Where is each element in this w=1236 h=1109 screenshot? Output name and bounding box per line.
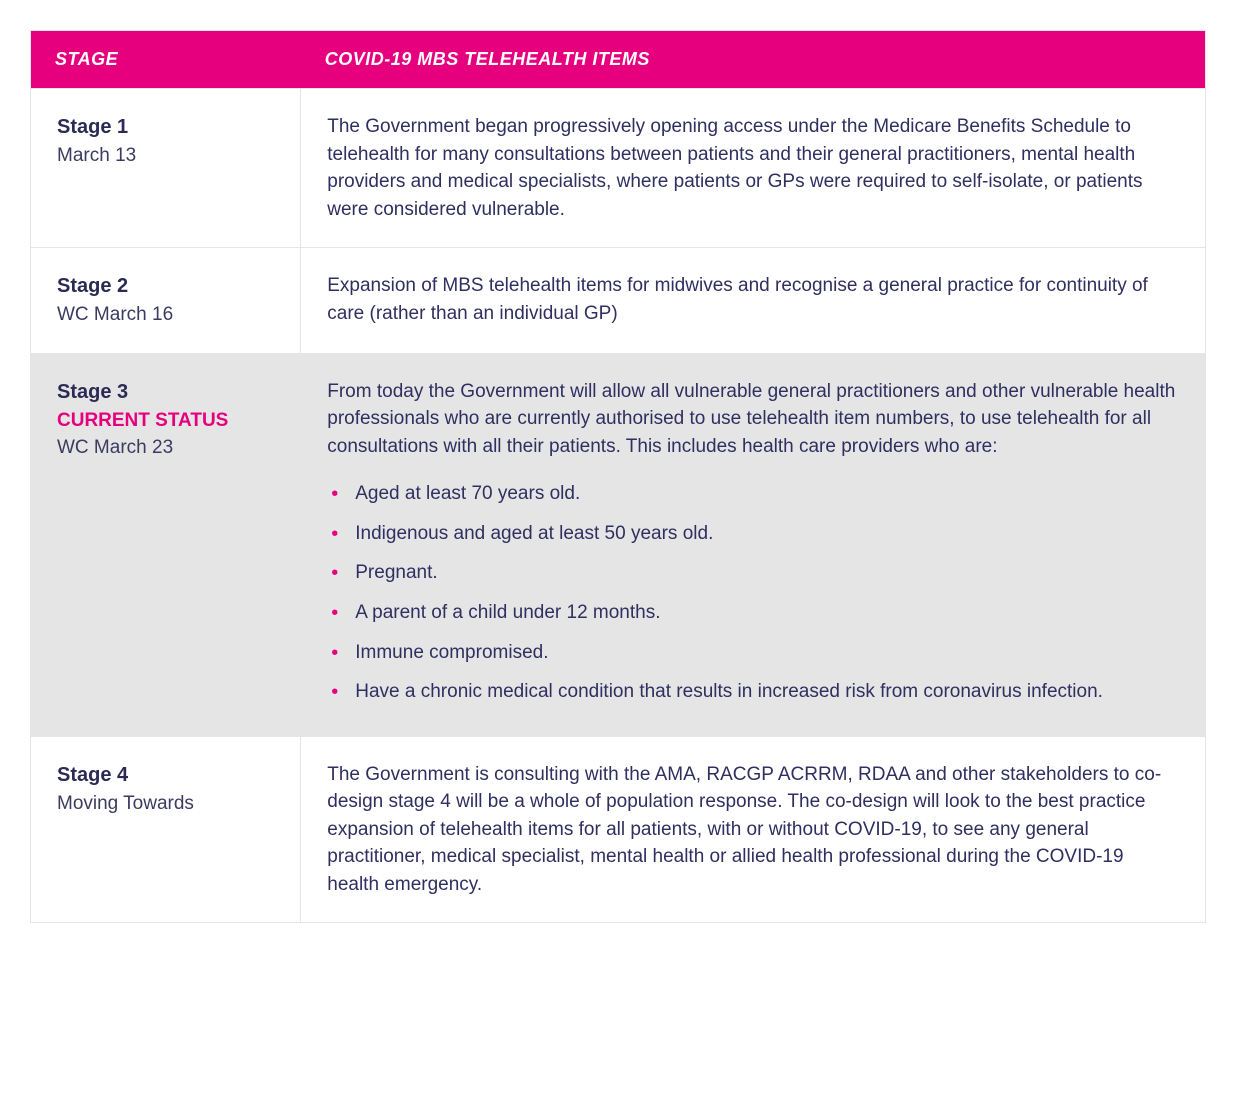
stage-badge: CURRENT STATUS [57,407,274,435]
bullet-list: Aged at least 70 years old.Indigenous an… [327,474,1179,711]
col-header-stage: STAGE [31,31,301,89]
stage-title: Stage 1 [57,113,274,142]
description-cell: From today the Government will allow all… [301,353,1206,736]
table-row: Stage 3CURRENT STATUSWC March 23 From tod… [31,353,1206,736]
bullet-item: A parent of a child under 12 months. [349,593,1179,633]
table-row: Stage 1March 13The Government began prog… [31,89,1206,248]
bullet-item: Aged at least 70 years old. [349,474,1179,514]
stage-cell: Stage 1March 13 [31,89,301,248]
description-cell: The Government began progressively openi… [301,89,1206,248]
table-row: Stage 2WC March 16 Expansion of MBS teleh… [31,248,1206,354]
stage-subtitle: WC March 16 [57,301,274,329]
col-header-items: COVID-19 MBS TELEHEALTH ITEMS [301,31,1206,89]
table-header: STAGE COVID-19 MBS TELEHEALTH ITEMS [31,31,1206,89]
telehealth-stages-table: STAGE COVID-19 MBS TELEHEALTH ITEMS Stag… [30,30,1206,923]
bullet-item: Pregnant. [349,553,1179,593]
stage-cell: Stage 4Moving Towards [31,736,301,923]
table-body: Stage 1March 13The Government began prog… [31,89,1206,923]
description-text: The Government began progressively openi… [327,113,1179,223]
table-row: Stage 4Moving TowardsThe Government is c… [31,736,1206,923]
bullet-item: Immune compromised. [349,633,1179,673]
description-text: From today the Government will allow all… [327,378,1179,461]
description-text: Expansion of MBS telehealth items for mi… [327,272,1179,327]
stage-cell: Stage 3CURRENT STATUSWC March 23 [31,353,301,736]
stage-title: Stage 3 [57,378,274,407]
stage-subtitle: March 13 [57,142,274,170]
stage-title: Stage 4 [57,761,274,790]
description-text: The Government is consulting with the AM… [327,761,1179,899]
description-cell: The Government is consulting with the AM… [301,736,1206,923]
stage-subtitle: Moving Towards [57,790,274,818]
stage-cell: Stage 2WC March 16 [31,248,301,354]
stage-title: Stage 2 [57,272,274,301]
description-cell: Expansion of MBS telehealth items for mi… [301,248,1206,354]
bullet-item: Have a chronic medical condition that re… [349,672,1179,712]
bullet-item: Indigenous and aged at least 50 years ol… [349,514,1179,554]
stage-subtitle: WC March 23 [57,434,274,462]
